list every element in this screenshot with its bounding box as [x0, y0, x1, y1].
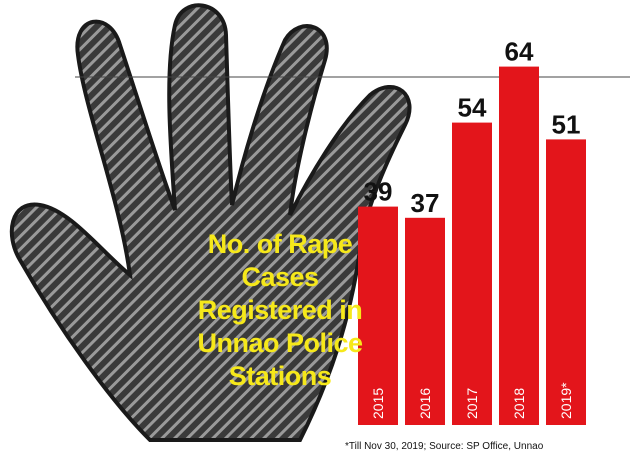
- bar: [405, 217, 445, 425]
- x-tick-label: 2018: [511, 388, 527, 419]
- value-label: 54: [458, 93, 487, 123]
- bar: [452, 122, 492, 425]
- x-tick-label: 2019*: [558, 382, 574, 419]
- footnote: *Till Nov 30, 2019; Source: SP Office, U…: [345, 441, 544, 452]
- x-tick-label: 2015: [370, 388, 386, 419]
- bar: [546, 139, 586, 425]
- x-tick-label: 2017: [464, 388, 480, 419]
- value-label: 51: [552, 109, 581, 139]
- value-label: 39: [364, 177, 393, 207]
- hand: [9, 3, 412, 442]
- bar: [499, 66, 539, 425]
- chart-title: No. of Rape Cases Registered in Unnao Po…: [197, 229, 363, 391]
- bar: [358, 206, 398, 425]
- value-label: 64: [505, 37, 534, 67]
- x-tick-label: 2016: [417, 388, 433, 419]
- value-label: 37: [411, 188, 440, 218]
